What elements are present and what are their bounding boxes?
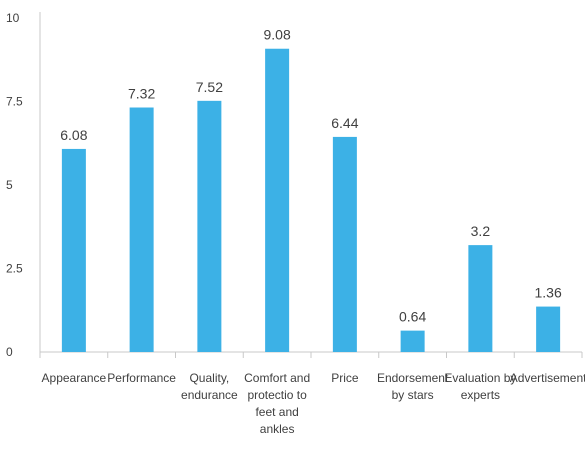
y-tick-label: 5 bbox=[6, 178, 13, 192]
x-axis bbox=[39, 351, 583, 358]
x-tick-label-line: Evaluation by bbox=[444, 371, 516, 385]
bar bbox=[129, 107, 154, 353]
x-tick-label-line: ankles bbox=[260, 422, 295, 436]
bar bbox=[468, 245, 493, 352]
bar-value-label: 1.36 bbox=[535, 285, 562, 301]
y-tick-label: 2.5 bbox=[6, 262, 23, 276]
x-tick-label-line: by stars bbox=[392, 388, 434, 402]
y-axis: 0 2.5 5 7.5 10 bbox=[6, 11, 41, 359]
x-tick-label: Endorsement by stars bbox=[377, 371, 449, 402]
category-labels: Appearance Performance Quality, endurance Co… bbox=[42, 371, 585, 436]
bars bbox=[61, 48, 561, 353]
y-tick-label: 7.5 bbox=[6, 95, 23, 109]
bar-value-label: 6.44 bbox=[331, 115, 358, 131]
x-tick-label-line: Comfort and bbox=[244, 371, 310, 385]
bar-value-label: 0.64 bbox=[399, 309, 426, 325]
x-tick-label-line: Endorsement bbox=[377, 371, 449, 385]
x-tick-label-line: endurance bbox=[181, 388, 238, 402]
x-tick-label-line: experts bbox=[461, 388, 500, 402]
bar bbox=[400, 330, 425, 352]
bar-value-label: 7.32 bbox=[128, 86, 155, 102]
bar bbox=[197, 100, 222, 352]
bar bbox=[536, 306, 561, 352]
bar bbox=[265, 48, 290, 353]
x-tick-label-line: protectio to bbox=[247, 388, 307, 402]
bar-value-label: 9.08 bbox=[264, 27, 291, 43]
value-labels: 6.08 7.32 7.52 9.08 6.44 0.64 3.2 1.36 bbox=[60, 27, 562, 325]
x-tick-label-line: Price bbox=[331, 371, 359, 385]
x-tick-label: Appearance bbox=[42, 371, 107, 385]
x-tick-label-line: Quality, bbox=[189, 371, 229, 385]
x-tick-label: Evaluation by experts bbox=[444, 371, 516, 402]
x-tick-label: Advertisement bbox=[510, 371, 585, 385]
x-tick-label-line: Performance bbox=[107, 371, 176, 385]
x-tick-label: Comfort and protectio to feet and ankles bbox=[244, 371, 310, 436]
x-tick-label-line: Appearance bbox=[42, 371, 107, 385]
y-tick-label: 10 bbox=[6, 11, 20, 25]
bar-value-label: 3.2 bbox=[471, 223, 491, 239]
x-tick-label: Performance bbox=[107, 371, 176, 385]
x-tick-label: Price bbox=[331, 371, 359, 385]
bar bbox=[61, 148, 86, 352]
x-tick-label-line: Advertisement bbox=[510, 371, 585, 385]
bar bbox=[332, 136, 357, 352]
bar-value-label: 7.52 bbox=[196, 79, 223, 95]
x-tick-label-line: feet and bbox=[255, 405, 298, 419]
bar-value-label: 6.08 bbox=[60, 127, 87, 143]
x-tick-label: Quality, endurance bbox=[181, 371, 238, 402]
y-tick-label: 0 bbox=[6, 345, 13, 359]
